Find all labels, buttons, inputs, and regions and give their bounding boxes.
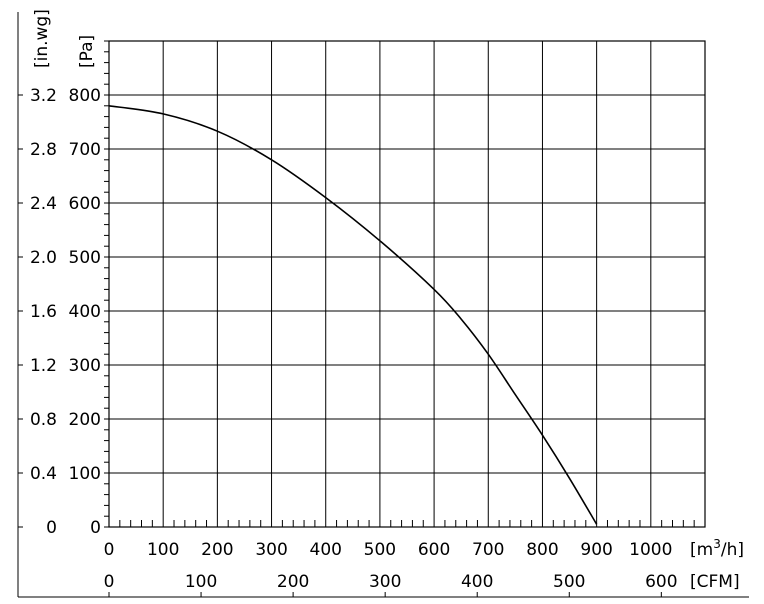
inwg-tick-label: 2.0 bbox=[30, 248, 57, 268]
inwg-tick-label: 1.6 bbox=[30, 302, 57, 322]
chart-frame bbox=[17, 12, 749, 598]
x-tick-label: 900 bbox=[580, 540, 612, 560]
cfm-tick-label: 600 bbox=[645, 572, 677, 592]
y-tick-label: 500 bbox=[69, 248, 101, 268]
inwg-tick-label: 2.8 bbox=[30, 140, 57, 160]
fan-curve-line bbox=[108, 105, 598, 525]
axis-unit-labels: [m3/h] [CFM] [Pa] [in.wg] bbox=[32, 9, 744, 592]
y-tick-label: 200 bbox=[69, 410, 101, 430]
y-tick-label: 0 bbox=[90, 518, 101, 538]
cfm-tick-label: 400 bbox=[461, 572, 493, 592]
y-tick-label: 300 bbox=[69, 356, 101, 376]
x-tick-label: 700 bbox=[472, 540, 504, 560]
y-unit-label: [Pa] bbox=[77, 35, 97, 68]
y-tick-label: 100 bbox=[69, 464, 101, 484]
x-tick-label: 500 bbox=[364, 540, 396, 560]
cfm-tick-label: 300 bbox=[369, 572, 401, 592]
inwg-tick-label: 1.2 bbox=[30, 356, 57, 376]
y-tick-label: 600 bbox=[69, 194, 101, 214]
inwg-tick-label: 0 bbox=[46, 518, 57, 538]
y-secondary-unit-label: [in.wg] bbox=[32, 9, 52, 68]
x-tick-label: 800 bbox=[526, 540, 558, 560]
x-tick-label: 200 bbox=[201, 540, 233, 560]
cfm-tick-label: 0 bbox=[104, 572, 115, 592]
x-tick-label: 100 bbox=[147, 540, 179, 560]
x-unit-label: [m3/h] bbox=[690, 537, 744, 560]
cfm-tick-label: 100 bbox=[185, 572, 217, 592]
plot-border bbox=[108, 40, 706, 528]
series-lines bbox=[108, 105, 598, 525]
inwg-tick-label: 0.8 bbox=[30, 410, 57, 430]
cfm-tick-label: 200 bbox=[277, 572, 309, 592]
cfm-unit-label: [CFM] bbox=[690, 572, 740, 592]
x-tick-label: 300 bbox=[255, 540, 287, 560]
inwg-tick-label: 0.4 bbox=[30, 464, 57, 484]
x-tick-label: 0 bbox=[104, 540, 115, 560]
axis-ticks bbox=[18, 40, 695, 597]
x-tick-label: 400 bbox=[310, 540, 342, 560]
cfm-tick-label: 500 bbox=[553, 572, 585, 592]
y-tick-label: 800 bbox=[69, 86, 101, 106]
inwg-tick-label: 3.2 bbox=[30, 86, 57, 106]
y-tick-label: 400 bbox=[69, 302, 101, 322]
x-tick-label: 1000 bbox=[629, 540, 672, 560]
inwg-tick-label: 2.4 bbox=[30, 194, 57, 214]
x-tick-label: 600 bbox=[418, 540, 450, 560]
grid-lines bbox=[108, 41, 705, 528]
y-tick-label: 700 bbox=[69, 140, 101, 160]
